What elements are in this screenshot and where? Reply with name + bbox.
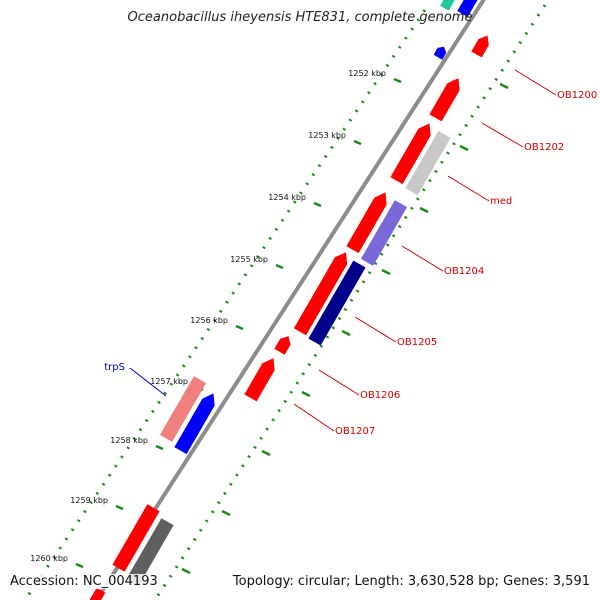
gene-label-ob1204: OB1204 [444, 266, 484, 277]
tick-label-1256: 1256 kbp [190, 316, 228, 325]
leader-line [129, 367, 167, 397]
leader-line [401, 245, 444, 272]
inner-tick-mark [181, 567, 191, 575]
backbone-line [94, 0, 486, 600]
gene-ob1204 [293, 252, 348, 336]
gene-label-ob1200: OB1200 [557, 90, 597, 101]
gene-top-blue [457, 0, 478, 17]
tick-label-1254: 1254 kbp [268, 193, 306, 202]
gene-ob1206 [244, 358, 275, 402]
inner-tick-mark [419, 206, 429, 214]
gene-ob1201 [429, 78, 460, 122]
inner-tick-mark [341, 329, 351, 337]
leader-line [514, 69, 557, 96]
inner-tick-mark [499, 82, 509, 90]
outer-dotted-scale [23, 9, 427, 600]
genome-summary-text: Topology: circular; Length: 3,630,528 bp… [230, 574, 592, 589]
inner-tick-mark [221, 509, 231, 517]
gene-ob1205-red [274, 336, 291, 355]
gene-ob1200 [471, 35, 489, 58]
gene-grey-lower [126, 518, 174, 586]
inner-tick-mark [261, 449, 271, 457]
inner-dotted-scale [153, 4, 547, 600]
tick-label-1253: 1253 kbp [308, 131, 346, 140]
gene-label-ob1205: OB1205 [397, 337, 437, 348]
tick-mark [313, 201, 322, 208]
leader-line [293, 403, 335, 432]
tick-mark [75, 562, 84, 569]
tick-mark [393, 77, 402, 84]
tick-label-1257: 1257 kbp [150, 377, 188, 386]
tick-label-1259: 1259 kbp [70, 496, 108, 505]
gene-red-bottom [89, 587, 106, 600]
tick-mark [353, 139, 362, 146]
tick-label-1258: 1258 kbp [110, 436, 148, 445]
inner-tick-mark [381, 268, 391, 276]
gene-ob1202 [390, 123, 431, 185]
inner-tick-mark [459, 144, 469, 152]
tick-label-1260: 1260 kbp [30, 554, 68, 563]
gene-trps-light [159, 376, 207, 442]
leader-line [481, 122, 524, 148]
leader-line [318, 369, 360, 396]
gene-trps-blue [174, 393, 215, 455]
tick-mark [275, 263, 284, 270]
gene-small-blue [433, 46, 447, 60]
inner-tick-mark [301, 390, 311, 398]
gene-ob1205-navy [308, 260, 366, 346]
accession-text: Accession: NC_004193 [8, 574, 160, 589]
leader-line [354, 316, 397, 343]
gene-label-ob1207: OB1207 [335, 426, 375, 437]
tick-label-1252: 1252 kbp [348, 69, 386, 78]
tick-mark [115, 504, 124, 511]
gene-ob1204-lavender [360, 200, 408, 266]
tick-mark [235, 324, 244, 331]
leader-line [447, 175, 490, 202]
gene-label-med: med [490, 196, 512, 207]
gene-red-lower [112, 504, 160, 572]
gene-label-ob1202: OB1202 [524, 142, 564, 153]
gene-med-grey [405, 130, 451, 196]
tick-mark [155, 444, 164, 451]
gene-ob1203 [346, 192, 387, 254]
gene-label-ob1206: OB1206 [360, 390, 400, 401]
tick-label-1255: 1255 kbp [230, 255, 268, 264]
gene-label-trps: trpS [104, 362, 125, 373]
genome-title: Oceanobacillus iheyensis HTE831, complet… [127, 10, 473, 25]
gene-top-teal [440, 0, 455, 11]
